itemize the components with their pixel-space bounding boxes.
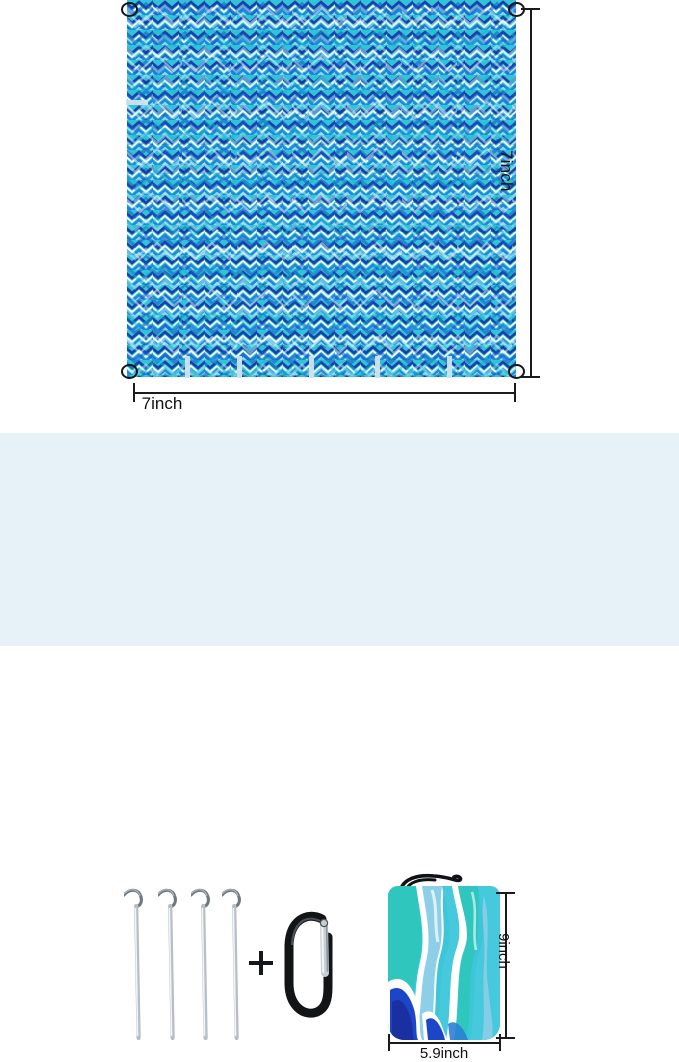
beach-blanket-image xyxy=(127,0,516,377)
pouch-dimension-line-width xyxy=(388,1042,500,1044)
tent-stakes-group xyxy=(124,886,241,1041)
carabiner-icon xyxy=(284,911,333,1018)
dimension-tick-top xyxy=(521,8,540,10)
edge-tab xyxy=(237,356,242,378)
tent-stake xyxy=(222,888,241,1041)
blanket-height-label: 7inch xyxy=(497,150,516,192)
edge-tab xyxy=(447,356,452,378)
grommet-bottom-left xyxy=(121,364,138,379)
plus-icon xyxy=(249,951,273,975)
edge-tab xyxy=(375,356,380,378)
dimension-line-height xyxy=(530,8,532,377)
tent-stake xyxy=(158,888,177,1041)
edge-tab xyxy=(309,356,314,378)
edge-tab xyxy=(126,100,148,105)
pouch-dimension-tick-top xyxy=(496,892,515,894)
carry-pouch-image xyxy=(388,886,500,1040)
blanket-width-label-wrap: 7inch xyxy=(0,394,679,414)
tent-stake xyxy=(124,888,143,1041)
grommet-top-right xyxy=(508,2,525,17)
pouch-width-label: 5.9inch xyxy=(419,1045,469,1062)
edge-tab xyxy=(185,356,190,378)
pouch-height-label: 9inch xyxy=(495,933,512,969)
tent-stake xyxy=(191,888,210,1041)
blanket-figure xyxy=(121,0,525,379)
grommet-top-left xyxy=(121,2,138,17)
carry-pouch-figure xyxy=(388,870,500,1040)
blanket-width-label: 7inch xyxy=(141,394,183,413)
blanket-panel: 7inch 7inch xyxy=(0,0,679,433)
dimension-tick-right xyxy=(514,383,516,402)
dimension-line-width xyxy=(133,392,516,394)
dimension-tick-bottom xyxy=(521,376,540,378)
accessories-panel: 9inch 5.9inch xyxy=(0,433,679,1062)
grommet-bottom-right xyxy=(508,364,525,379)
dimension-tick-left xyxy=(133,383,135,402)
